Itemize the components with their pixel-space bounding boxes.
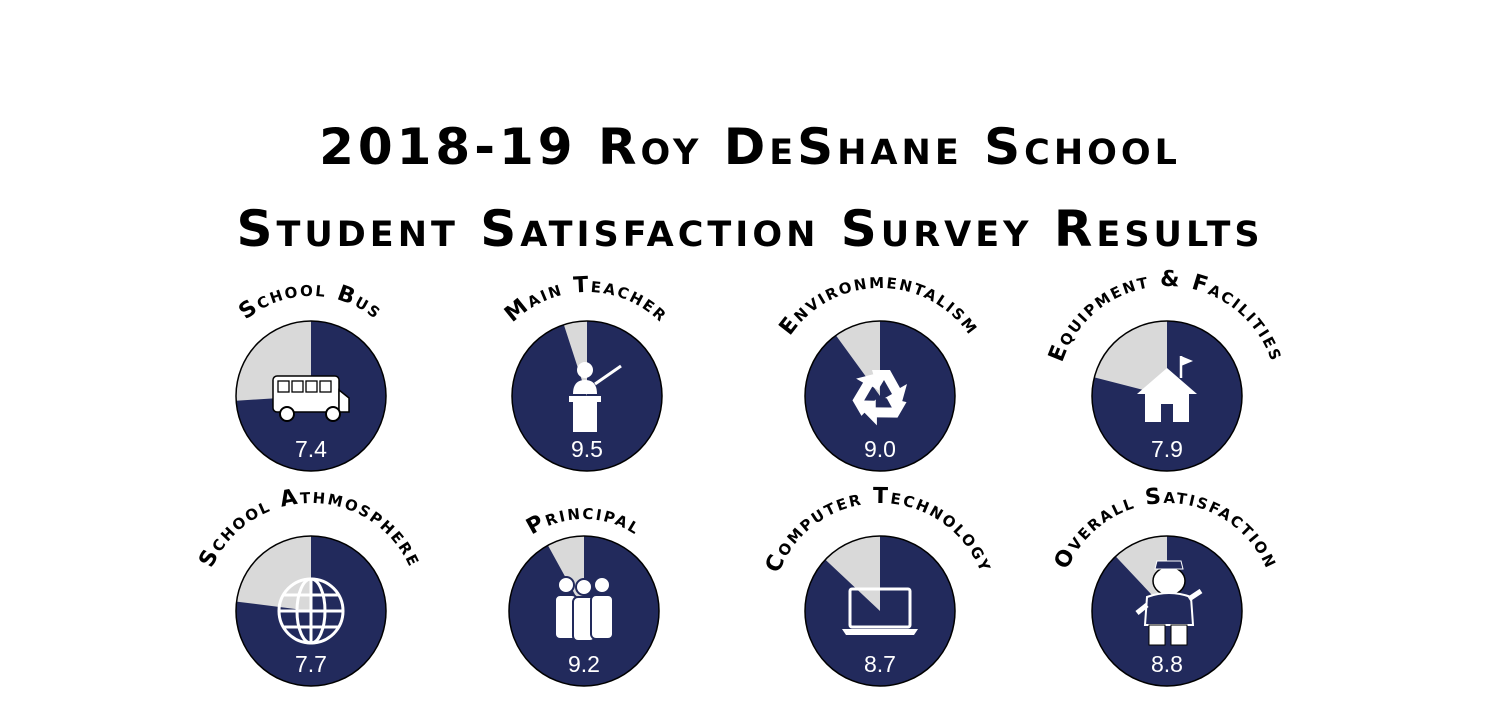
chart-title-line-2: Student Satisfaction Survey Results [236, 200, 1264, 258]
teacher-at-podium-icon [569, 362, 622, 432]
pie-school-bus: 7.4 School Bus [234, 277, 387, 472]
value-label: 7.4 [295, 436, 327, 462]
pie-filled-slice [805, 536, 956, 687]
pie-principal: 9.2 Principal [508, 500, 660, 687]
category-label: School Bus [234, 277, 387, 325]
value-label: 7.9 [1151, 436, 1183, 462]
pie-outline [511, 320, 663, 472]
globe-icon [277, 577, 345, 645]
value-label: 9.5 [571, 436, 603, 462]
pie-outline [235, 320, 387, 472]
pie-outline [235, 535, 387, 687]
value-label: 7.7 [295, 651, 327, 677]
pie-outline [1091, 320, 1243, 472]
value-label: 9.0 [864, 436, 896, 462]
value-label: 8.8 [1151, 651, 1183, 677]
pie-outline [804, 535, 956, 687]
category-label: Principal [522, 500, 646, 541]
pie-outline [804, 320, 956, 472]
value-label: 9.2 [568, 651, 600, 677]
value-label: 8.7 [864, 651, 896, 677]
category-label: Main Teacher [500, 273, 674, 328]
pie-filled-slice [805, 321, 955, 472]
chart-title-line-1: 2018-19 Roy DeShane School [319, 118, 1181, 176]
bulldog-mascot-icon [1135, 560, 1203, 646]
pie-outline [1091, 535, 1243, 687]
pie-main-teacher: 9.5 Main Teacher [500, 273, 674, 472]
recycle-icon [852, 370, 907, 426]
schoolhouse-icon [1137, 356, 1197, 422]
laptop-icon [842, 587, 918, 635]
school-bus-icon [272, 375, 350, 422]
pie-outline [508, 535, 660, 687]
group-of-people-icon [554, 576, 614, 642]
